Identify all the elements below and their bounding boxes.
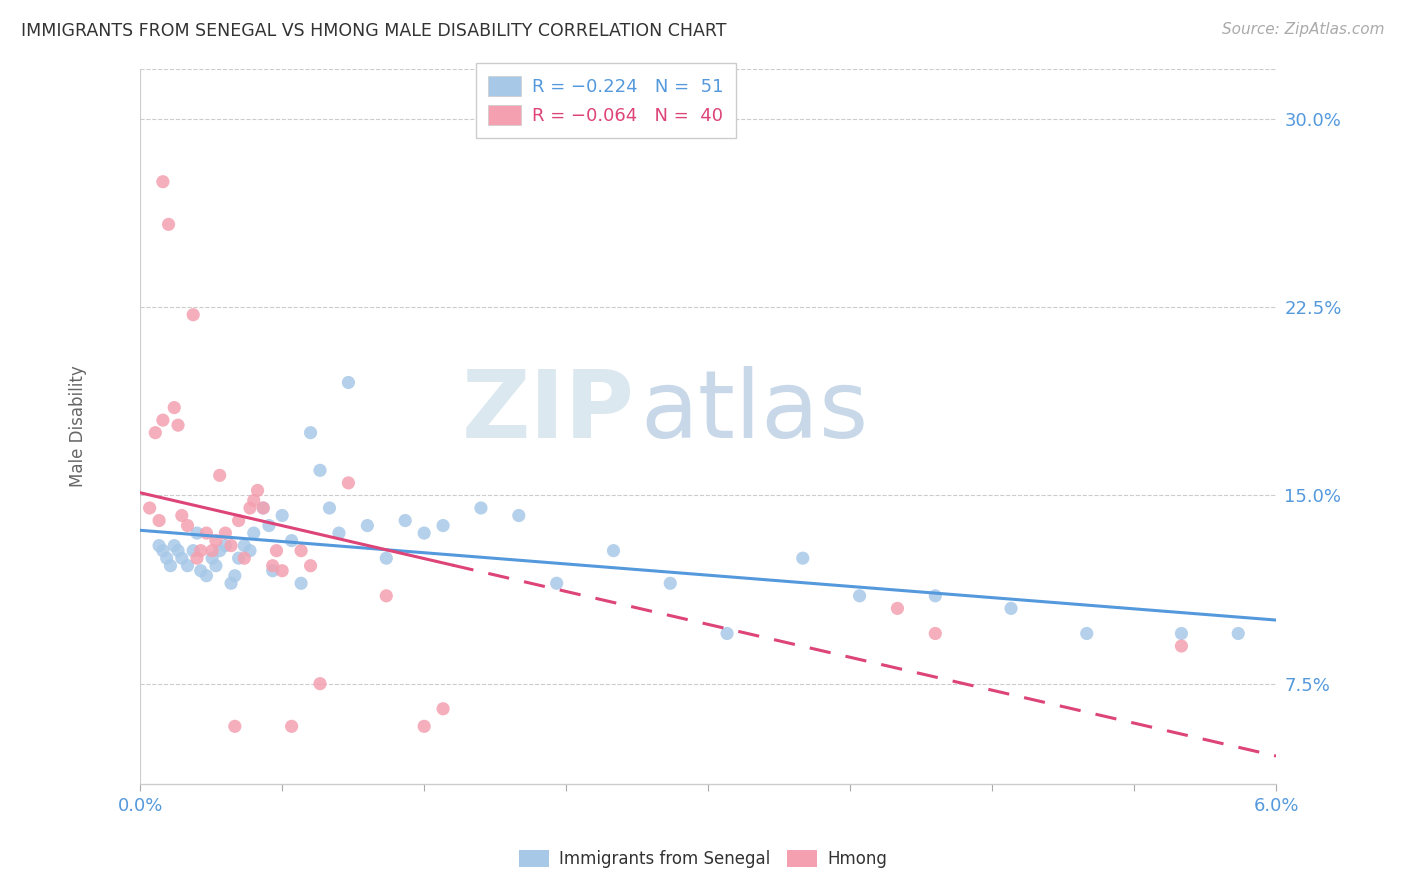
Point xyxy=(214,526,236,541)
Point xyxy=(201,551,224,566)
Point xyxy=(233,539,256,553)
Point xyxy=(290,543,312,558)
Point xyxy=(337,475,360,490)
Point xyxy=(246,483,269,498)
Point xyxy=(290,576,312,591)
Legend: Immigrants from Senegal, Hmong: Immigrants from Senegal, Hmong xyxy=(510,842,896,877)
Point xyxy=(546,576,568,591)
Point xyxy=(148,539,170,553)
Point xyxy=(233,551,256,566)
Point xyxy=(413,719,436,733)
Point xyxy=(337,376,360,390)
Point xyxy=(143,425,166,440)
Point xyxy=(239,500,262,515)
Point xyxy=(181,543,204,558)
Point xyxy=(375,589,398,603)
Point xyxy=(186,526,208,541)
Point xyxy=(190,564,212,578)
Text: Source: ZipAtlas.com: Source: ZipAtlas.com xyxy=(1222,22,1385,37)
Point xyxy=(176,558,198,573)
Point xyxy=(1170,626,1192,640)
Point xyxy=(205,533,228,548)
Point xyxy=(792,551,814,566)
Point xyxy=(228,514,250,528)
Point xyxy=(659,576,682,591)
Text: Male Disability: Male Disability xyxy=(69,366,87,487)
Point xyxy=(271,508,294,523)
Point xyxy=(1227,626,1250,640)
Point xyxy=(170,508,193,523)
Point xyxy=(201,543,224,558)
Point xyxy=(148,514,170,528)
Point xyxy=(242,493,264,508)
Point xyxy=(716,626,738,640)
Text: atlas: atlas xyxy=(640,366,869,458)
Point xyxy=(1076,626,1098,640)
Point xyxy=(271,564,294,578)
Point xyxy=(432,702,454,716)
Point xyxy=(257,518,280,533)
Point xyxy=(318,500,340,515)
Text: ZIP: ZIP xyxy=(461,366,634,458)
Point xyxy=(224,719,246,733)
Point xyxy=(195,526,218,541)
Point xyxy=(413,526,436,541)
Point xyxy=(280,719,302,733)
Point xyxy=(266,543,288,558)
Point xyxy=(924,626,946,640)
Point xyxy=(848,589,870,603)
Point xyxy=(170,551,193,566)
Point xyxy=(602,543,624,558)
Point xyxy=(157,218,180,232)
Point xyxy=(508,508,530,523)
Point xyxy=(228,551,250,566)
Point xyxy=(470,500,492,515)
Point xyxy=(375,551,398,566)
Point xyxy=(152,543,174,558)
Point xyxy=(167,418,190,433)
Point xyxy=(195,568,218,582)
Point xyxy=(299,558,322,573)
Point xyxy=(262,564,284,578)
Point xyxy=(138,500,160,515)
Point xyxy=(886,601,908,615)
Point xyxy=(181,308,204,322)
Point xyxy=(309,463,332,477)
Point xyxy=(252,500,274,515)
Point xyxy=(152,413,174,427)
Point xyxy=(924,589,946,603)
Point xyxy=(239,543,262,558)
Point xyxy=(214,539,236,553)
Point xyxy=(186,551,208,566)
Point xyxy=(167,543,190,558)
Point xyxy=(208,468,231,483)
Point xyxy=(159,558,181,573)
Point xyxy=(205,558,228,573)
Point xyxy=(163,539,186,553)
Point xyxy=(242,526,264,541)
Point xyxy=(394,514,416,528)
Point xyxy=(156,551,179,566)
Point xyxy=(328,526,350,541)
Point xyxy=(224,568,246,582)
Point xyxy=(280,533,302,548)
Point xyxy=(432,518,454,533)
Point xyxy=(356,518,378,533)
Point xyxy=(219,539,242,553)
Point xyxy=(190,543,212,558)
Legend: R = −0.224   N =  51, R = −0.064   N =  40: R = −0.224 N = 51, R = −0.064 N = 40 xyxy=(475,63,735,137)
Point xyxy=(152,175,174,189)
Point xyxy=(252,500,274,515)
Point xyxy=(208,543,231,558)
Point xyxy=(219,576,242,591)
Point xyxy=(309,676,332,690)
Point xyxy=(176,518,198,533)
Point xyxy=(1170,639,1192,653)
Text: IMMIGRANTS FROM SENEGAL VS HMONG MALE DISABILITY CORRELATION CHART: IMMIGRANTS FROM SENEGAL VS HMONG MALE DI… xyxy=(21,22,727,40)
Point xyxy=(299,425,322,440)
Point xyxy=(262,558,284,573)
Point xyxy=(163,401,186,415)
Point xyxy=(1000,601,1022,615)
